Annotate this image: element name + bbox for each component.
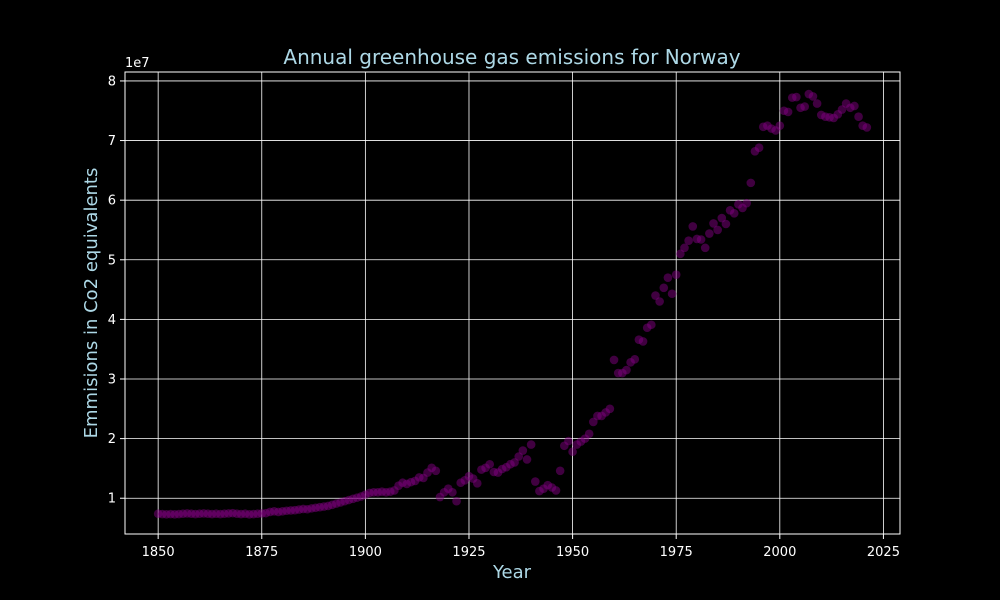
y-tick-label: 4 [108,313,116,328]
y-tick-label: 8 [108,74,116,89]
data-point [713,225,722,235]
data-point [800,102,809,111]
data-point [510,458,519,467]
data-point [530,477,540,486]
y-axis-ticks: 1 2 3 4 5 6 7 8 [108,74,125,507]
data-point [746,178,756,188]
x-tick-label: 2000 [763,545,796,560]
data-point [775,121,785,130]
y-tick-label: 2 [108,432,116,447]
data-point [609,355,619,365]
data-point [808,92,818,101]
data-point [647,320,656,330]
data-point [729,208,739,218]
data-point [680,243,689,253]
data-point [431,466,441,476]
data-point [555,466,565,476]
x-tick-label: 1875 [245,545,278,560]
data-point [630,355,640,364]
data-point [837,105,847,114]
data-point [684,236,693,245]
data-point [584,429,594,439]
data-points [153,89,872,519]
data-point [700,243,710,253]
x-tick-label: 2025 [867,545,900,560]
x-tick-label: 1975 [660,545,693,560]
data-point [564,436,573,446]
data-point [622,365,631,375]
data-point [850,101,859,111]
y-axis-label: Emmisions in Co2 equivalents [81,168,102,439]
data-point [721,219,731,229]
data-point [655,297,664,306]
data-point [688,222,698,231]
data-point [472,479,482,488]
x-tick-label: 1950 [556,545,589,560]
chart-title: Annual greenhouse gas emissions for Norw… [283,45,740,69]
data-point [792,92,801,102]
data-point [651,291,660,300]
y-tick-label: 7 [108,134,116,149]
y-tick-label: 5 [108,253,116,268]
data-point [754,143,764,153]
data-point [783,107,793,117]
data-point [812,99,822,108]
data-point [705,229,714,238]
data-point [448,487,457,497]
data-point [568,447,577,457]
data-point [709,219,718,228]
data-point [452,496,461,506]
grid-lines [125,72,900,534]
data-point [485,459,495,469]
data-point [663,273,673,282]
x-tick-label: 1925 [452,545,485,560]
data-point [518,446,528,455]
data-point [526,440,536,449]
data-point [605,404,615,414]
data-point [522,455,532,464]
data-point [854,112,863,122]
y-tick-label: 6 [108,194,116,209]
data-point [696,235,706,244]
data-point [638,337,648,346]
x-tick-label: 1900 [349,545,382,560]
plot-area-frame [124,71,901,535]
data-point [717,213,727,223]
x-axis-ticks: 1850 1875 1900 1925 1950 1975 2000 2025 [142,534,900,560]
y-axis-offset-label: 1e7 [125,56,150,71]
data-point [862,123,872,132]
data-point [551,486,561,495]
data-point [667,289,677,299]
y-tick-label: 3 [108,373,116,388]
x-axis-label: Year [492,562,532,583]
data-point [742,198,751,208]
x-tick-label: 1850 [142,545,175,560]
data-point [671,270,681,279]
y-tick-label: 1 [108,492,116,507]
data-point [659,283,669,293]
